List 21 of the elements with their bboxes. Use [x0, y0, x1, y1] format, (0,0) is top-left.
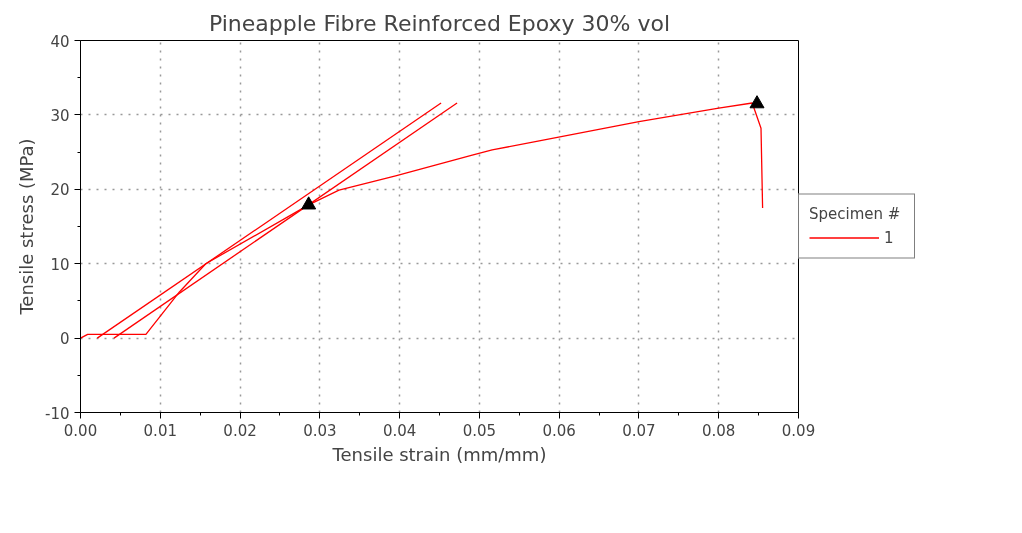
legend-title: Specimen #	[809, 204, 902, 223]
x-tick-label: 0.07	[622, 421, 656, 440]
y-tick-label: -10	[45, 404, 70, 423]
y-tick-label: 30	[50, 106, 70, 125]
y-tick-label: 0	[59, 330, 70, 349]
x-axis-title: Tensile strain (mm/mm)	[331, 443, 547, 465]
x-tick-label: 0.09	[781, 421, 816, 440]
x-tick-label: 0.02	[223, 421, 257, 440]
y-tick-label: 10	[50, 255, 70, 274]
y-axis-title: Tensile stress (MPa)	[16, 138, 37, 316]
legend-label: 1	[884, 228, 895, 247]
y-tick-label: 40	[50, 32, 70, 51]
x-tick-label: 0.04	[382, 421, 417, 440]
x-tick-label: 0.01	[143, 421, 177, 440]
x-tick-label: 0.06	[542, 421, 576, 440]
chart-title: Pineapple Fibre Reinforced Epoxy 30% vol	[208, 10, 671, 36]
x-tick-label: 0.05	[462, 421, 497, 440]
x-tick-label: 0.03	[303, 421, 337, 440]
x-tick-label: 0.00	[63, 421, 98, 440]
x-tick-label: 0.08	[702, 421, 736, 440]
y-tick-label: 20	[50, 181, 70, 200]
